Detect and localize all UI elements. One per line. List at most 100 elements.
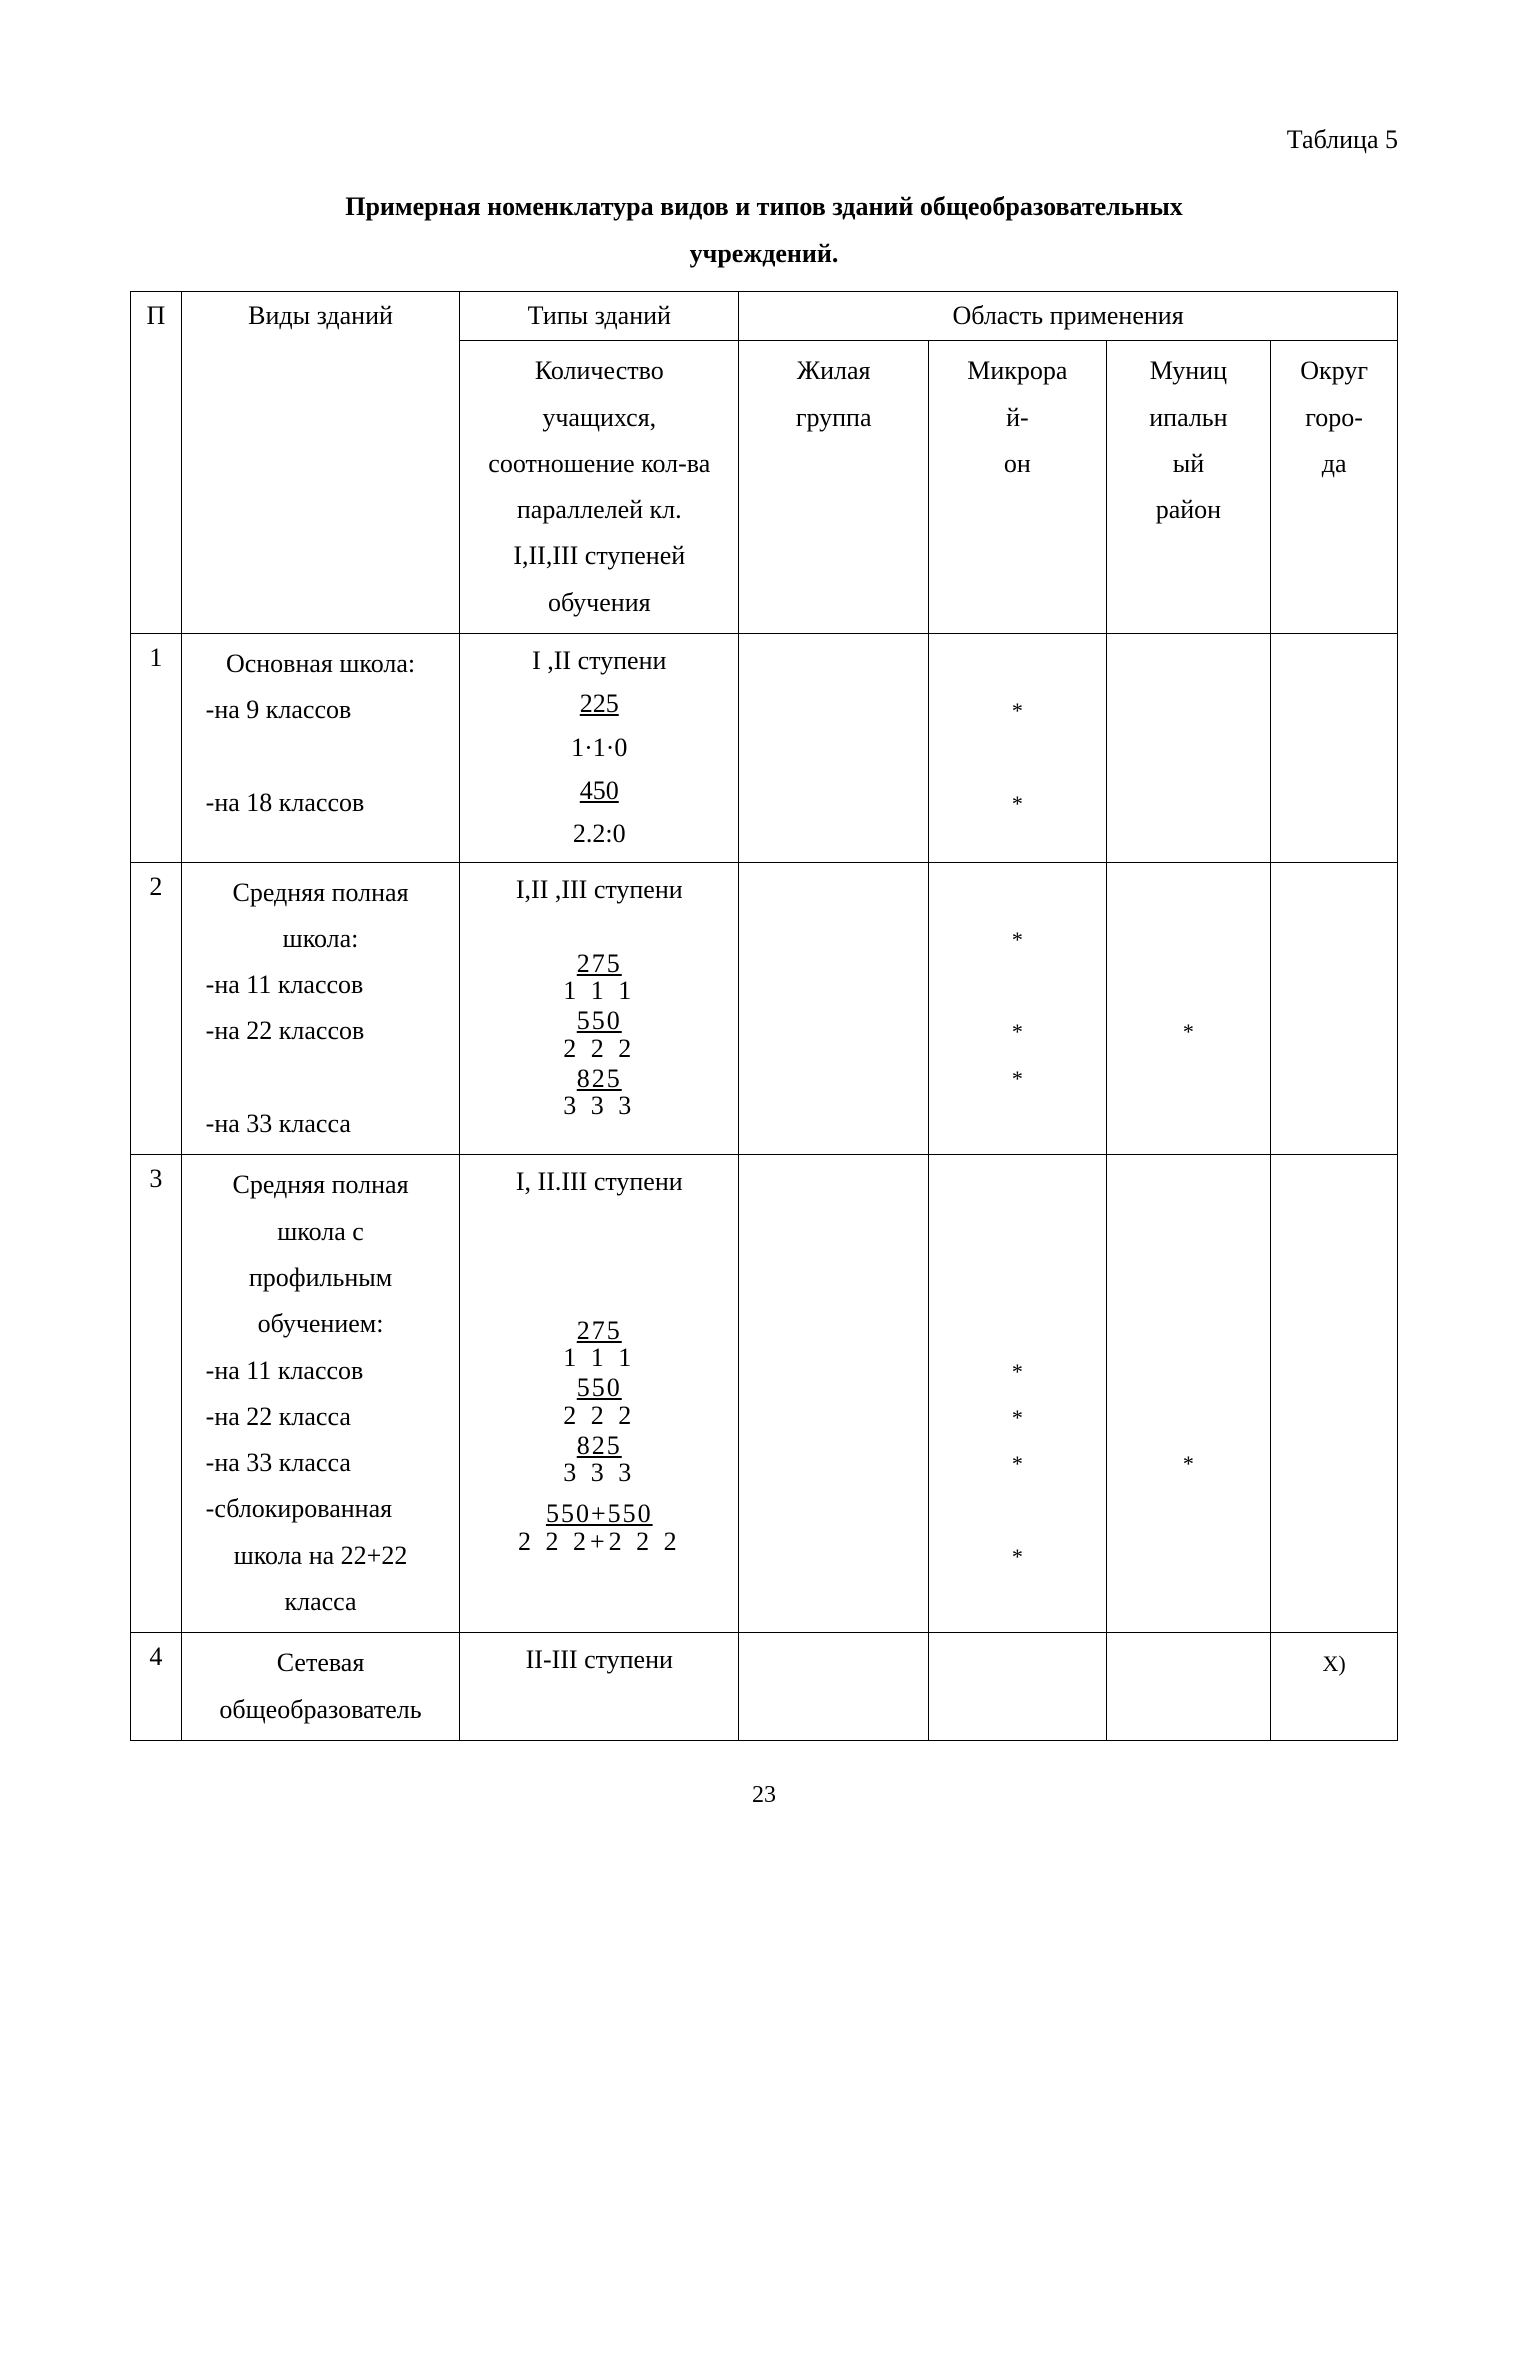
mark-cell — [1115, 1643, 1263, 1683]
okrug-l0: Округ — [1279, 351, 1389, 391]
munic-l3: район — [1115, 490, 1263, 530]
mark-cell — [1115, 1582, 1263, 1622]
kind-line: Основная школа: — [190, 644, 452, 684]
mark-cell — [1279, 1489, 1389, 1529]
kind-line: -на 9 классов — [190, 690, 452, 730]
mark-cell — [937, 1258, 1097, 1298]
mark-cell — [747, 690, 920, 730]
kind-line: общеобразователь — [190, 1690, 452, 1730]
page-number: 23 — [130, 1777, 1398, 1813]
kind-line: -на 22 класса — [190, 1397, 452, 1437]
mark-cell — [747, 1536, 920, 1576]
type-line — [468, 913, 730, 947]
table-row: 4СетеваяобщеобразовательII-III ступени X… — [131, 1633, 1398, 1741]
type-sub-6: обучения — [468, 583, 730, 623]
mark-cell — [1279, 644, 1389, 684]
type-line: 5502 2 2 — [468, 1007, 730, 1062]
mark-cell — [1115, 1351, 1263, 1391]
row-type: I ,II ступени2251·1·04502.2:0 — [460, 634, 739, 862]
mark-cell — [1115, 1536, 1263, 1576]
munic-l0: Муниц — [1115, 351, 1263, 391]
mark-cell — [1279, 873, 1389, 913]
document-title-line1: Примерная номенклатура видов и типов зда… — [130, 187, 1398, 226]
mark-cell — [1115, 919, 1263, 959]
scope-sub-mikro: Микрора й- он — [929, 341, 1106, 634]
type-line: 1·1·0 — [468, 728, 730, 768]
row-scope-munic — [1106, 1633, 1271, 1741]
mark-cell — [1279, 919, 1389, 959]
row-kind: Средняя полнаяшкола:-на 11 классов-на 22… — [181, 862, 460, 1155]
kind-line: класса — [190, 1582, 452, 1622]
mark-cell — [1115, 783, 1263, 823]
mark-cell — [1279, 783, 1389, 823]
type-line: I,II ,III ступени — [468, 870, 730, 910]
mark-cell — [747, 1011, 920, 1051]
mark-cell — [1279, 1690, 1389, 1730]
row-scope-okrug — [1271, 1155, 1398, 1633]
mark-cell — [937, 644, 1097, 684]
mark-cell — [937, 1690, 1097, 1730]
type-line: 5502 2 2 — [468, 1374, 730, 1429]
row-scope-mikro: * ** — [929, 862, 1106, 1155]
kind-line: обучением: — [190, 1304, 452, 1344]
mark-cell — [937, 737, 1097, 777]
row-scope-munic: * — [1106, 862, 1271, 1155]
col-type-header-sub: Количество учащихся, соотношение кол-ва … — [460, 341, 739, 634]
type-line — [468, 1280, 730, 1314]
mark-cell — [1279, 1351, 1389, 1391]
type-sub-3: соотношение кол-ва — [468, 444, 730, 484]
mark-cell — [937, 1582, 1097, 1622]
okrug-l2: да — [1279, 444, 1389, 484]
mark-cell — [937, 1304, 1097, 1344]
mark-cell — [747, 644, 920, 684]
mark-cell — [1115, 1258, 1263, 1298]
mark-cell — [747, 1058, 920, 1098]
scope-sub-okrug: Округ горо- да — [1271, 341, 1398, 634]
kind-line: школа с — [190, 1212, 452, 1252]
mark-cell: * — [937, 1351, 1097, 1391]
type-line: 550+5502 2 2+2 2 2 — [468, 1500, 730, 1555]
kind-line: школа: — [190, 919, 452, 959]
mark-cell — [1279, 690, 1389, 730]
mark-cell: * — [1115, 1443, 1263, 1483]
mark-cell — [747, 965, 920, 1005]
row-type: I,II ,III ступени 2751 1 15502 2 28253 3… — [460, 862, 739, 1155]
mark-cell — [937, 1212, 1097, 1252]
kind-line: -на 11 классов — [190, 965, 452, 1005]
mark-cell: * — [937, 1397, 1097, 1437]
mark-cell: * — [937, 1058, 1097, 1098]
mark-cell — [1279, 1011, 1389, 1051]
mark-cell — [747, 1165, 920, 1205]
mark-cell — [747, 1212, 920, 1252]
document-page: Таблица 5 Примерная номенклатура видов и… — [0, 0, 1528, 1873]
munic-l1: ипальн — [1115, 398, 1263, 438]
mark-cell — [1115, 1104, 1263, 1144]
scope-sub-zhilaya: Жилая группа — [739, 341, 929, 634]
mark-cell — [1115, 873, 1263, 913]
type-line: II-III ступени — [468, 1640, 730, 1680]
munic-l2: ый — [1115, 444, 1263, 484]
mark-cell — [747, 737, 920, 777]
row-scope-zhilaya — [739, 862, 929, 1155]
mark-cell: * — [937, 919, 1097, 959]
row-scope-zhilaya — [739, 1155, 929, 1633]
mark-cell: * — [937, 690, 1097, 730]
table-body: 1Основная школа:-на 9 классов -на 18 кла… — [131, 634, 1398, 1741]
mark-cell — [1115, 690, 1263, 730]
row-scope-zhilaya — [739, 634, 929, 862]
table-number: Таблица 5 — [130, 120, 1398, 159]
col-type-header-top: Типы зданий — [460, 292, 739, 341]
mark-cell: * — [937, 1536, 1097, 1576]
col-num-header: П — [131, 292, 182, 634]
kind-line: Сетевая — [190, 1643, 452, 1683]
mark-cell — [1279, 737, 1389, 777]
row-num: 1 — [131, 634, 182, 862]
mark-cell — [1279, 1258, 1389, 1298]
type-line — [468, 1243, 730, 1277]
type-line — [468, 1489, 730, 1497]
document-title-line2: учреждений. — [130, 234, 1398, 273]
type-line: 2.2:0 — [468, 814, 730, 854]
row-scope-munic: * — [1106, 1155, 1271, 1633]
mark-cell — [1279, 965, 1389, 1005]
table-row: 2Средняя полнаяшкола:-на 11 классов-на 2… — [131, 862, 1398, 1155]
